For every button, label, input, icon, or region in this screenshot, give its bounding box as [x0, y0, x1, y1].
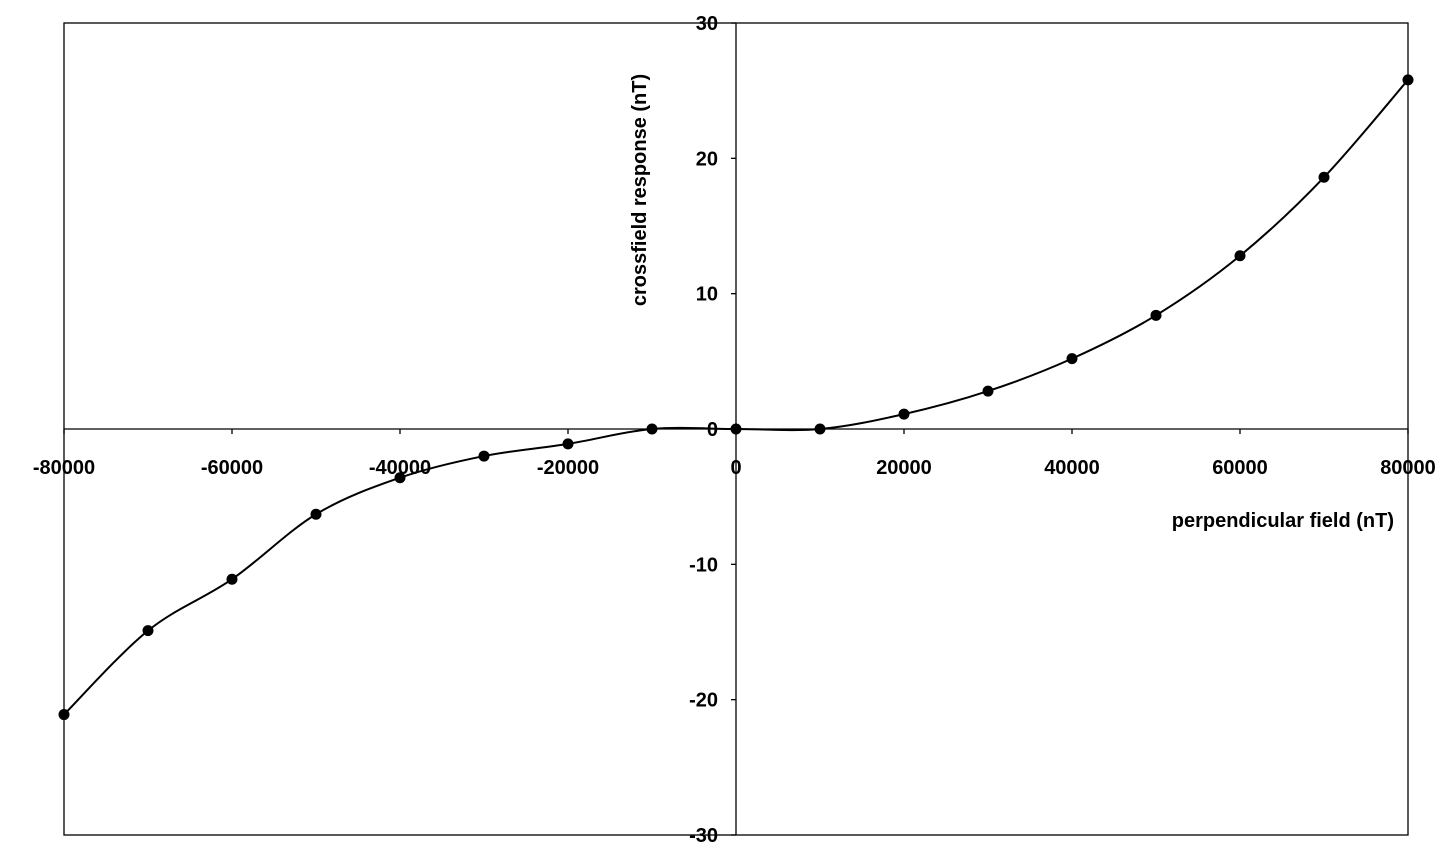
data-point [1402, 74, 1414, 86]
data-point [142, 625, 154, 637]
x-tick-label: -20000 [537, 457, 599, 479]
x-tick-label: 40000 [1044, 457, 1100, 479]
y-tick-label: 10 [696, 284, 718, 306]
x-tick-label: 20000 [876, 457, 932, 479]
x-tick-labels: -80000 -60000 -40000 -20000 0 20000 40000 60000… [33, 429, 1436, 479]
x-tick-label: 0 [730, 457, 741, 479]
data-point [394, 472, 406, 484]
data-point [58, 709, 70, 721]
y-tick-label: 30 [696, 13, 718, 35]
data-point [814, 423, 826, 435]
x-tick-label: 60000 [1212, 457, 1268, 479]
x-axis-label: perpendicular field (nT) [1172, 510, 1394, 532]
data-point [982, 385, 994, 397]
y-tick-labels: 30 20 10 0 -10 -20 -30 [689, 13, 736, 847]
data-point [478, 450, 490, 462]
data-points [58, 74, 1414, 721]
y-tick-label: 20 [696, 148, 718, 170]
data-point [1234, 250, 1246, 262]
data-point [226, 573, 238, 585]
data-point [1150, 309, 1162, 321]
data-point [898, 408, 910, 420]
y-tick-label: -30 [689, 825, 718, 847]
data-point [562, 438, 574, 450]
x-tick-label: -80000 [33, 457, 95, 479]
y-tick-label: -10 [689, 554, 718, 576]
data-point [646, 423, 658, 435]
y-tick-label: 0 [707, 419, 718, 441]
x-tick-label: -60000 [201, 457, 263, 479]
data-point [1318, 171, 1330, 183]
data-point [310, 508, 322, 520]
data-point [1066, 353, 1078, 365]
y-axis-label: crossfield response (nT) [629, 74, 651, 306]
x-tick-label: 80000 [1380, 457, 1436, 479]
y-tick-label: -20 [689, 690, 718, 712]
data-point [730, 423, 742, 435]
